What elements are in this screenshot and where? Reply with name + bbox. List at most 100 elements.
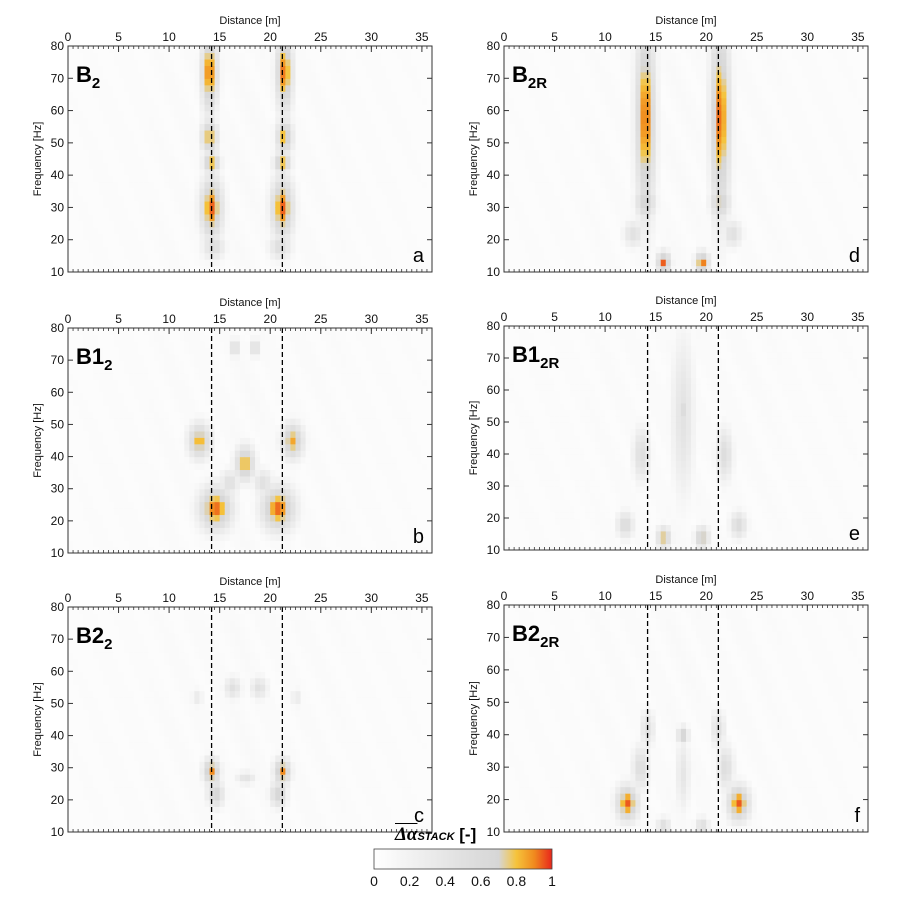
heatmap-cell [290,533,297,541]
heatmap-cell [219,514,226,522]
heatmap-cell [381,142,388,150]
heatmap-cell [68,527,74,535]
heatmap-cell [265,136,271,144]
heatmap-cell [73,91,79,99]
heatmap-cell [310,546,317,553]
x-tick-label: 25 [314,30,328,44]
heatmap-cell [108,226,115,234]
heatmap-cell [209,213,216,221]
heatmap-cell [426,213,432,221]
heatmap-cell [159,181,165,189]
heatmap-cell [275,495,281,503]
heatmap-cell [219,239,226,247]
heatmap-cell [351,405,357,413]
heatmap-cell [73,328,79,336]
heatmap-cell [356,200,362,209]
heatmap-cell [396,78,403,86]
heatmap-cell [320,398,327,406]
heatmap-cell [426,149,432,157]
heatmap-cell [159,149,165,157]
heatmap-cell [381,379,388,387]
heatmap-cell [78,220,84,228]
heatmap-cell [386,463,393,471]
heatmap-cell [219,220,226,228]
heatmap-cell [164,540,170,548]
heatmap-cell [229,226,236,234]
heatmap-cell [244,437,251,445]
heatmap-cell [108,334,115,342]
y-tick-label: 80 [51,39,65,53]
heatmap-cell [320,46,327,54]
heatmap-cell [376,84,383,92]
heatmap-cell [209,175,216,183]
heatmap-cell [371,226,377,234]
heatmap-cell [148,353,155,361]
heatmap-cell [118,495,125,503]
heatmap-cell [346,58,352,66]
heatmap-cell [194,514,201,522]
heatmap-cell [98,340,104,348]
heatmap-cell [78,188,84,196]
heatmap-cell [351,347,357,355]
heatmap-cell [335,405,342,413]
heatmap-cell [300,520,307,528]
heatmap-cell [73,58,79,66]
heatmap-cell [361,328,367,336]
heatmap-cell [426,58,432,66]
heatmap-cell [346,233,352,241]
heatmap-cell [376,469,383,477]
heatmap-cell [401,52,408,60]
heatmap-cell [305,347,312,355]
heatmap-cell [320,546,327,553]
heatmap-cell [335,540,342,548]
heatmap-cell [169,226,175,234]
heatmap-cell [260,117,266,125]
heatmap-cell [320,58,327,66]
heatmap-cell [214,220,221,228]
heatmap-cell [250,129,256,137]
heatmap-cell [148,149,155,157]
heatmap-cell [335,71,342,79]
heatmap-cell [275,123,281,131]
heatmap-cell [300,385,307,393]
heatmap-cell [174,392,180,400]
heatmap-cell [179,482,185,490]
heatmap-cell [103,437,110,445]
heatmap-cell [169,46,175,54]
heatmap-cell [148,84,155,92]
heatmap-cell [153,546,160,553]
heatmap-cell [346,328,352,336]
heatmap-cell [290,226,297,234]
heatmap-cell [164,220,170,228]
heatmap-cell [260,200,266,209]
heatmap-cell [341,246,347,254]
heatmap-cell [219,456,226,464]
heatmap-cell [275,488,281,496]
heatmap-cell [250,259,256,267]
heatmap-cell [229,373,236,381]
heatmap-cell [239,194,246,202]
heatmap-cell [73,411,79,419]
heatmap-cell [330,488,337,496]
heatmap-cell [224,469,231,477]
heatmap-cell [73,546,79,553]
heatmap-cell [83,366,89,374]
heatmap-cell [295,418,302,426]
heatmap-cell [305,527,312,535]
heatmap-cell [255,450,261,458]
heatmap-cell [204,265,211,272]
heatmap-cell [391,200,398,209]
heatmap-cell [234,533,241,541]
heatmap-cell [371,162,377,170]
heatmap-cell [260,385,266,393]
heatmap-cell [239,142,246,150]
heatmap-cell [98,91,104,99]
heatmap-cell [93,527,99,535]
heatmap-cell [93,437,99,445]
heatmap-cell [250,353,256,361]
heatmap-cell [199,482,206,490]
heatmap-cell [98,379,104,387]
heatmap-cell [83,450,89,458]
heatmap-cell [93,46,99,54]
